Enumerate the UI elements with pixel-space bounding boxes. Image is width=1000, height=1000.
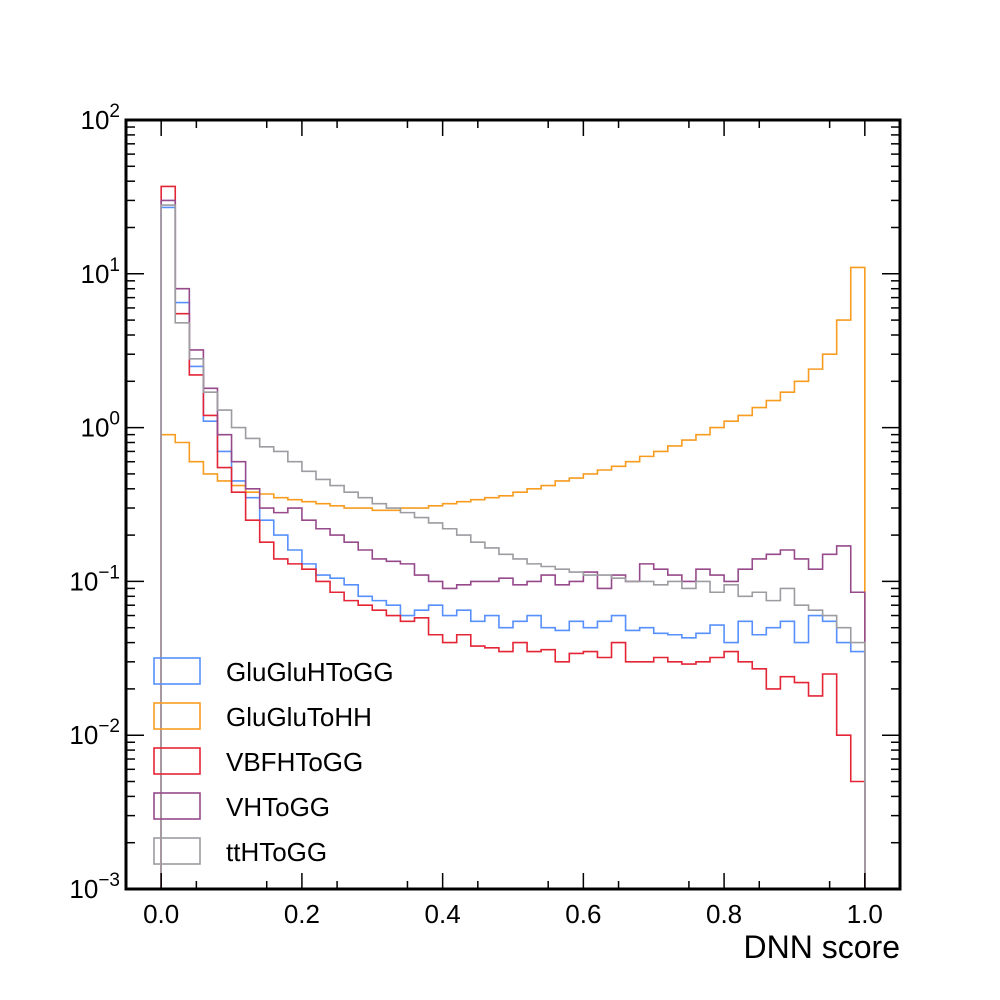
legend-swatch [153,702,201,730]
legend-label: VBFHToGG [226,747,363,777]
x-tick-labels: 0.0 0.2 0.4 0.6 0.8 1.0 [143,899,883,929]
y-tick-label: 100 [81,409,121,443]
legend-swatch [153,792,201,820]
legend-item: GluGluHToGG [153,657,394,687]
y-tick-labels: 10−3 10−2 10−1 100 101 102 [69,101,120,904]
x-tick-label: 0.6 [565,899,601,929]
series-line-ttHToGG [160,204,866,889]
series-line-GluGluHToGG [160,206,866,889]
legend-item: VHToGG [153,792,330,822]
plot-frame [124,118,902,891]
legend-label: VHToGG [226,792,330,822]
x-tick-label: 0.2 [284,899,320,929]
legend-label: ttHToGG [226,837,327,867]
y-tick-label: 10−1 [69,562,120,596]
legend-swatch [153,837,201,865]
x-tick-label: 1.0 [847,899,883,929]
legend-item: GluGluToHH [153,702,372,732]
series-line-VHToGG [160,199,866,889]
y-tick-label: 10−3 [69,870,120,904]
legend-item: VBFHToGG [153,747,363,777]
x-axis-title: DNN score [744,929,900,965]
x-tick-label: 0.4 [425,899,461,929]
y-tick-label: 102 [81,101,121,135]
series-line-GluGluToHH [160,266,866,889]
x-tick-label: 0.0 [143,899,179,929]
series-layer [160,185,866,889]
y-tick-label: 101 [81,255,121,289]
legend-label: GluGluToHH [226,702,372,732]
legend-swatch [153,657,201,685]
x-tick-label: 0.8 [706,899,742,929]
series-line-VBFHToGG [160,185,866,889]
legend-item: ttHToGG [153,837,327,867]
y-tick-label: 10−2 [69,716,120,750]
legend: GluGluHToGG GluGluToHH VBFHToGG VHToGG ttHTo… [153,657,394,867]
legend-label: GluGluHToGG [226,657,394,687]
legend-swatch [153,747,201,775]
